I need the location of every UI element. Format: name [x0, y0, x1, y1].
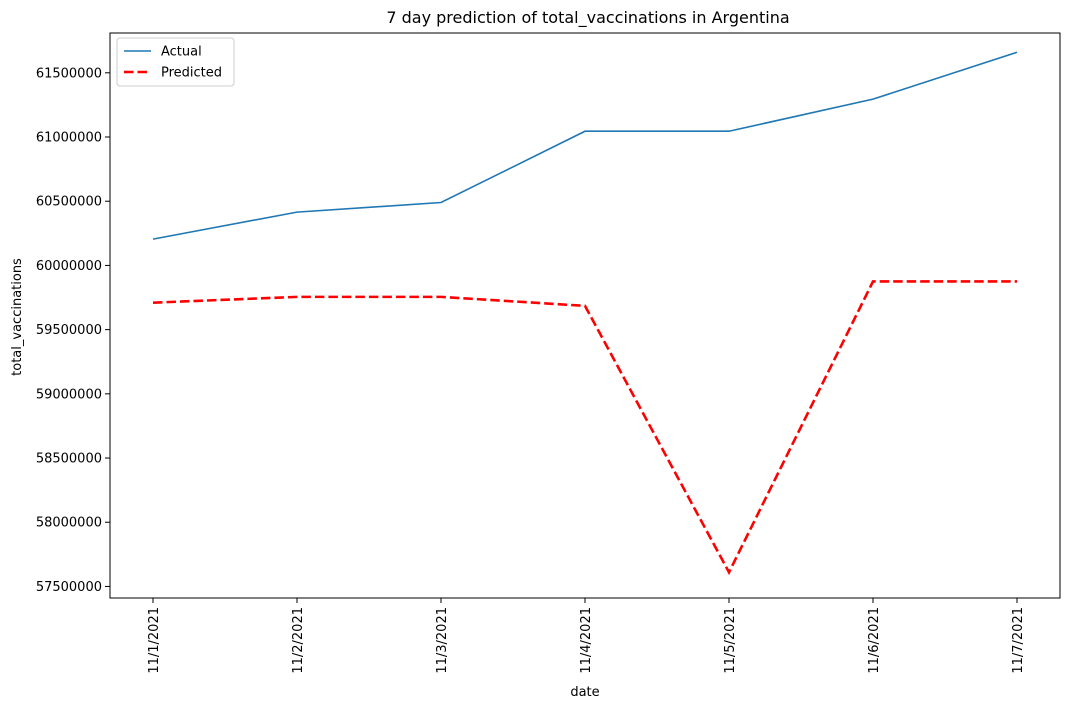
- y-tick-label: 61000000: [36, 131, 102, 146]
- y-axis: 57500000 58000000 58500000 59000000 59500000…: [36, 66, 110, 595]
- x-axis: 11/1/2021 11/2/2021 11/3/2021 11/4/2021 11/5…: [147, 598, 1026, 674]
- x-tick-label: 11/5/2021: [723, 607, 738, 674]
- y-tick-label: 59500000: [36, 323, 102, 338]
- series-layer: [152, 51, 1018, 576]
- legend-label-predicted: Predicted: [161, 66, 222, 81]
- chart-title: 7 day prediction of total_vaccinations i…: [386, 8, 789, 28]
- x-axis-label: date: [570, 685, 599, 700]
- legend: Actual Predicted: [116, 37, 235, 87]
- x-tick-label: 11/7/2021: [1011, 607, 1026, 674]
- y-tick-label: 58000000: [36, 516, 102, 531]
- legend-box: [116, 37, 235, 87]
- y-tick-label: 61500000: [36, 66, 102, 81]
- y-tick-label: 57500000: [36, 580, 102, 595]
- x-tick-label: 11/1/2021: [147, 607, 162, 674]
- y-tick-label: 60000000: [36, 259, 102, 274]
- x-tick-label: 11/3/2021: [435, 607, 450, 674]
- y-tick-label: 59000000: [36, 387, 102, 402]
- y-axis-label: total_vaccinations: [10, 258, 25, 376]
- x-tick-label: 11/6/2021: [867, 607, 882, 674]
- y-tick-label: 58500000: [36, 452, 102, 467]
- y-tick-label: 60500000: [36, 195, 102, 210]
- x-tick-label: 11/4/2021: [579, 607, 594, 674]
- legend-label-actual: Actual: [161, 45, 202, 60]
- x-tick-label: 11/2/2021: [291, 607, 306, 674]
